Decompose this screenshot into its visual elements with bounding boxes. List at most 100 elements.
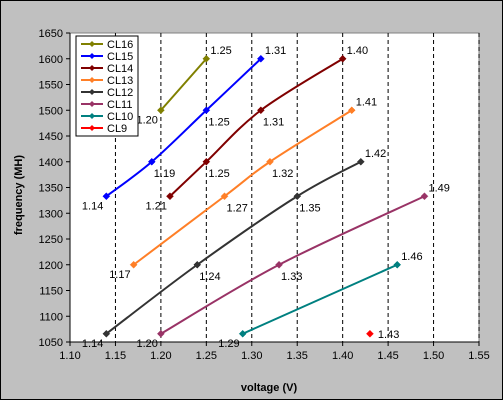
data-point <box>366 329 374 338</box>
data-point <box>102 329 111 338</box>
legend-item-cl15: CL15 <box>81 51 133 63</box>
y-tick-label: 1550 <box>39 80 63 92</box>
data-label: 1.20 <box>136 338 157 350</box>
y-tick-label: 1300 <box>39 208 63 220</box>
data-point <box>257 54 265 63</box>
series-line <box>160 58 208 111</box>
legend-item-cl12: CL12 <box>81 87 133 99</box>
data-label: 1.25 <box>210 45 231 57</box>
legend-marker <box>89 89 95 95</box>
series-cl11: 1.20 1.33 1.49 <box>136 182 449 350</box>
data-label: 1.31 <box>265 45 286 57</box>
data-label: 1.24 <box>199 271 220 283</box>
data-point <box>347 106 356 115</box>
legend-marker <box>89 125 95 131</box>
data-point <box>293 192 302 201</box>
data-point <box>420 192 429 201</box>
x-tick-label: 1.20 <box>150 350 171 362</box>
series-cl16: 1.20 1.25 <box>136 45 231 127</box>
data-label: 1.14 <box>82 200 103 212</box>
legend-marker <box>89 41 95 47</box>
data-label: 1.35 <box>299 202 320 214</box>
legend-box <box>75 35 139 137</box>
series-line <box>105 160 362 335</box>
x-tick-label: 1.15 <box>105 350 126 362</box>
data-label: 1.49 <box>428 182 449 194</box>
y-tick-label: 1150 <box>39 286 63 298</box>
data-label: 1.31 <box>263 116 284 128</box>
data-point <box>157 329 165 338</box>
legend-label: CL12 <box>107 87 133 99</box>
y-tick-label: 1400 <box>39 157 63 169</box>
y-axis-title: frequency (MH) <box>13 155 25 235</box>
legend-item-cl16: CL16 <box>81 39 133 51</box>
legend-marker <box>89 77 95 83</box>
data-label: 1.25 <box>208 168 229 180</box>
x-tick-label: 1.30 <box>241 350 262 362</box>
legend-marker <box>89 65 95 71</box>
data-label: 1.32 <box>272 168 293 180</box>
data-point <box>202 157 211 166</box>
data-label: 1.17 <box>109 269 130 281</box>
data-label: 1.14 <box>82 338 103 350</box>
data-label: 1.19 <box>154 168 175 180</box>
series-cl13: 1.17 1.27 1.32 1.41 <box>109 96 377 281</box>
series-cl14: 1.21 1.25 1.31 1.40 <box>146 45 369 213</box>
data-label: 1.29 <box>218 338 239 350</box>
y-tick-label: 1050 <box>39 337 63 349</box>
data-label: 1.41 <box>356 96 377 108</box>
data-point <box>202 54 211 63</box>
y-tick-label: 1350 <box>39 183 63 195</box>
data-label: 1.43 <box>378 329 399 341</box>
data-point <box>166 192 174 201</box>
legend-item-cl9: CL9 <box>81 123 127 135</box>
legend-marker <box>89 113 95 119</box>
series-cl15: 1.14 1.19 1.25 1.31 <box>82 45 286 213</box>
x-tick-label: 1.55 <box>468 350 489 362</box>
data-label: 1.25 <box>208 116 229 128</box>
data-label: 1.27 <box>227 202 248 214</box>
series-line <box>242 263 398 335</box>
legend-label: CL14 <box>107 63 133 75</box>
data-point <box>102 192 111 201</box>
x-tick-label: 1.35 <box>287 350 308 362</box>
data-point <box>193 260 202 269</box>
legend-label: CL13 <box>107 75 133 87</box>
data-point <box>220 192 229 201</box>
legend-item-cl13: CL13 <box>81 75 133 87</box>
y-tick-label: 1600 <box>39 54 63 66</box>
series-cl10: 1.29 1.46 <box>218 251 422 350</box>
legend-item-cl10: CL10 <box>81 111 133 123</box>
x-tick-label: 1.45 <box>377 350 398 362</box>
legend-item-cl11: CL11 <box>81 99 132 111</box>
data-point <box>147 157 156 166</box>
legend-label: CL10 <box>107 111 133 123</box>
legend-label: CL11 <box>107 99 132 111</box>
series-cl9: 1.43 <box>366 329 399 341</box>
x-tick-label: 1.40 <box>332 350 353 362</box>
legend-marker <box>89 101 95 107</box>
data-label: 1.42 <box>365 148 386 160</box>
legend-label: CL15 <box>107 51 133 63</box>
x-axis-title: voltage (V) <box>241 382 298 394</box>
data-point <box>157 106 165 115</box>
x-axis-tick-labels: 1.10 1.15 1.20 1.25 1.30 1.35 1.40 1.45 1.50 1.55 <box>59 342 490 362</box>
data-label: 1.33 <box>281 271 302 283</box>
data-point <box>338 54 347 63</box>
data-label: 1.20 <box>136 114 157 126</box>
y-tick-label: 1200 <box>39 260 63 272</box>
y-tick-label: 1450 <box>39 131 63 143</box>
data-label: 1.40 <box>347 45 368 57</box>
x-tick-label: 1.50 <box>423 350 444 362</box>
x-tick-label: 1.25 <box>196 350 217 362</box>
data-point <box>129 260 138 269</box>
x-tick-label: 1.10 <box>59 350 80 362</box>
y-tick-label: 1500 <box>39 105 63 117</box>
series-group: 1.20 1.25 1.14 1.19 1.25 1.31 1.21 1.25 1.31 1.40… <box>82 45 450 350</box>
legend-label: CL16 <box>107 39 133 51</box>
data-point <box>275 260 283 269</box>
data-point <box>266 157 274 166</box>
data-label: 1.21 <box>146 200 167 212</box>
data-point <box>202 106 211 115</box>
